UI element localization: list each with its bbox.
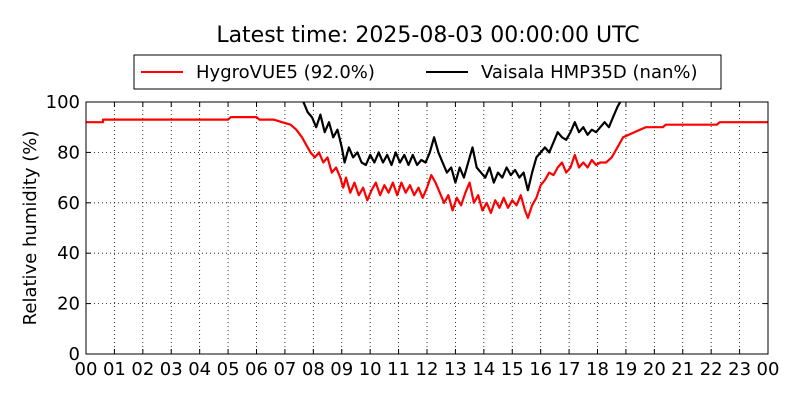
x-tick-label: 07	[273, 359, 296, 380]
x-tick-label: 20	[643, 359, 666, 380]
chart-title: Latest time: 2025-08-03 00:00:00 UTC	[216, 23, 639, 48]
x-tick-label: 03	[160, 359, 183, 380]
x-tick-label: 23	[728, 359, 751, 380]
legend-label-vaisala: Vaisala HMP35D (nan%)	[481, 62, 698, 83]
x-tick-label: 12	[416, 359, 439, 380]
gridlines	[86, 102, 768, 354]
series-line-hygrovue5	[86, 116, 768, 219]
x-tick-label: 22	[700, 359, 723, 380]
x-tick-label: 11	[387, 359, 410, 380]
x-tick-label: 19	[614, 359, 637, 380]
x-tick-label: 18	[586, 359, 609, 380]
y-tick-label: 40	[57, 243, 80, 264]
legend: HygroVUE5 (92.0%) Vaisala HMP35D (nan%)	[133, 54, 722, 90]
y-axis-ticks: 0 20 40 60 80 100	[46, 92, 768, 365]
x-tick-label: 00	[75, 359, 98, 380]
plot-frame	[85, 101, 769, 355]
x-tick-label: 05	[217, 359, 240, 380]
x-tick-label: 01	[103, 359, 126, 380]
x-tick-label: 10	[359, 359, 382, 380]
legend-label-hygrovue5: HygroVUE5 (92.0%)	[196, 62, 375, 83]
y-tick-label: 60	[57, 193, 80, 214]
x-tick-label: 09	[330, 359, 353, 380]
y-tick-label: 80	[57, 142, 80, 163]
x-axis-ticks: 00 01 02 03 04 05 06 07 08 09 10 11 12 13 14 15 16 17 18 19…	[75, 102, 780, 380]
series-lines	[86, 102, 768, 219]
y-axis-label: Relative humidity (%)	[20, 131, 41, 326]
x-tick-label: 21	[671, 359, 694, 380]
x-tick-label: 00	[757, 359, 780, 380]
x-tick-label: 16	[529, 359, 552, 380]
y-tick-label: 100	[46, 92, 80, 113]
x-tick-label: 08	[302, 359, 325, 380]
x-tick-label: 14	[472, 359, 495, 380]
y-tick-label: 20	[57, 294, 80, 315]
x-tick-label: 02	[131, 359, 154, 380]
y-tick-label: 0	[69, 344, 80, 365]
x-tick-label: 04	[188, 359, 211, 380]
x-tick-label: 17	[558, 359, 581, 380]
x-tick-label: 06	[245, 359, 268, 380]
series-line-vaisala	[302, 102, 622, 192]
x-tick-label: 13	[444, 359, 467, 380]
x-tick-label: 15	[501, 359, 524, 380]
